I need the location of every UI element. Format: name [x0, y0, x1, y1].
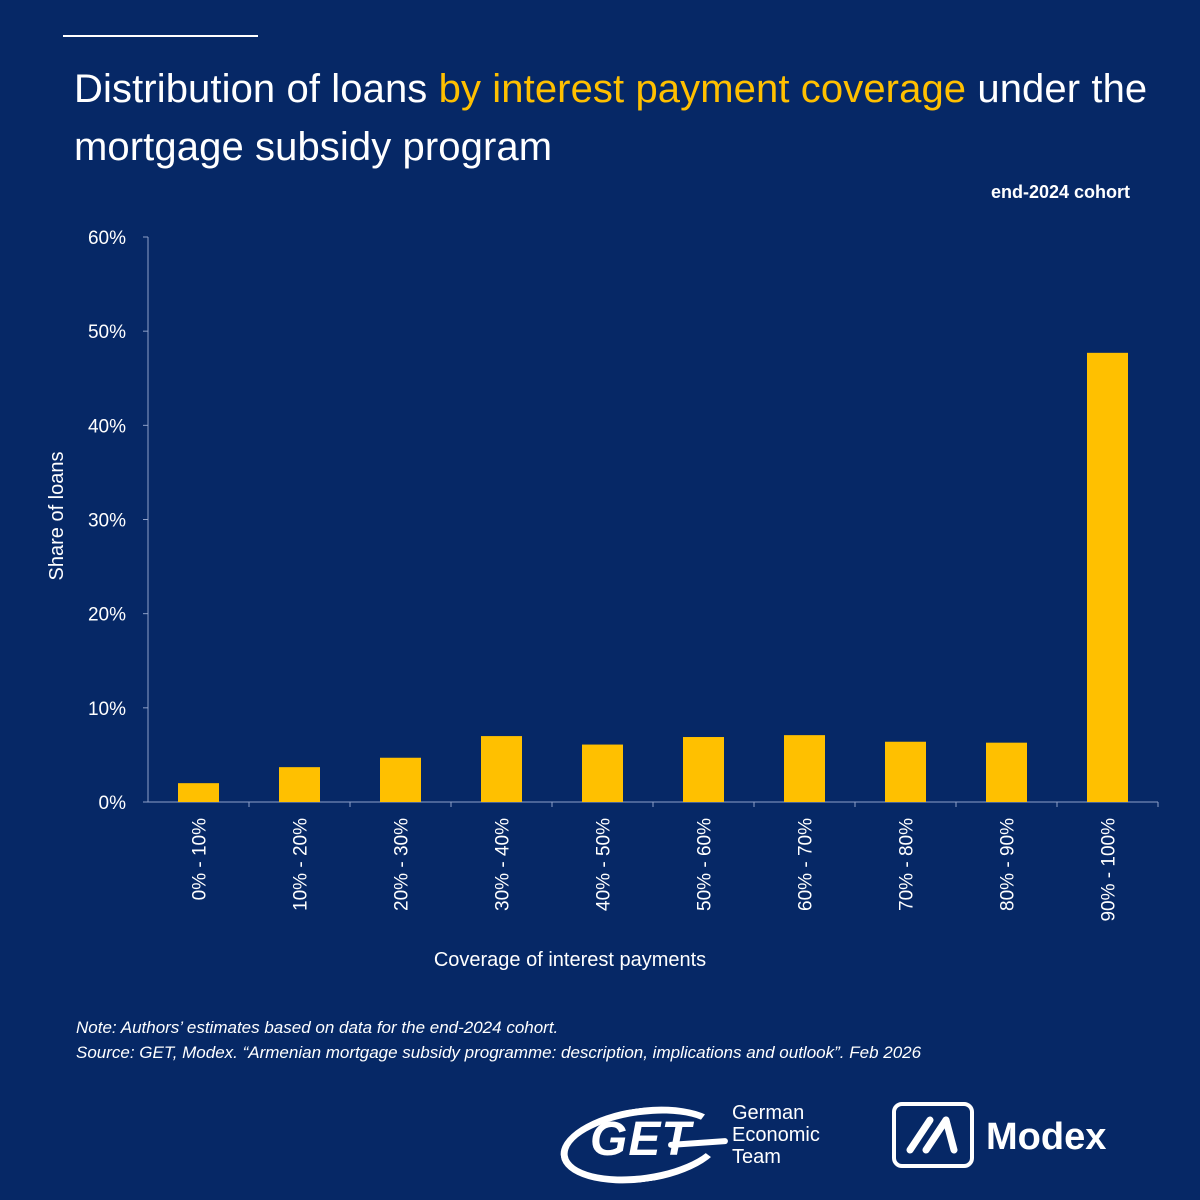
chart-title: Distribution of loans by interest paymen…: [74, 60, 1194, 176]
x-tick-label: 0% - 10%: [190, 818, 211, 900]
get-logo-name: German Economic Team: [732, 1102, 820, 1168]
get-logo-wordmark: GET: [590, 1113, 692, 1166]
bar: [380, 757, 421, 802]
title-highlight: by interest payment coverage: [438, 67, 967, 111]
x-tick-label: 90% - 100%: [1099, 818, 1120, 922]
bar: [582, 744, 623, 802]
source-text: Source: GET, Modex. “Armenian mortgage s…: [76, 1043, 922, 1062]
x-tick-label: 10% - 20%: [291, 818, 312, 911]
y-tick-label: 40%: [88, 416, 126, 437]
y-tick-label: 0%: [99, 793, 127, 814]
title-part-1: Distribution of loans: [74, 67, 439, 111]
x-tick-label: 30% - 40%: [493, 818, 514, 911]
y-tick-label: 10%: [88, 699, 126, 720]
modex-logo-icon: [892, 1102, 974, 1168]
get-logo: GET German Economic Team: [555, 1096, 846, 1194]
bar: [1087, 352, 1128, 802]
x-tick-label: 70% - 80%: [897, 818, 918, 911]
footnote: Note: Authors’ estimates based on data f…: [76, 1015, 921, 1065]
bar: [986, 742, 1027, 802]
x-tick-label: 40% - 50%: [594, 818, 615, 911]
x-axis-title: Coverage of interest payments: [434, 949, 706, 971]
x-tick-label: 60% - 70%: [796, 818, 817, 911]
modex-logo-wordmark: Modex: [986, 1116, 1107, 1158]
bar: [784, 735, 825, 802]
title-part-2: under the mortgage subsidy program: [74, 67, 1148, 169]
y-tick-label: 60%: [88, 228, 126, 249]
bar: [481, 736, 522, 802]
get-name-line-1: German: [732, 1102, 805, 1124]
y-tick-label: 30%: [88, 511, 126, 532]
modex-logo: Modex: [892, 1102, 1132, 1176]
top-rule: [63, 35, 258, 37]
y-axis-title: Share of loans: [46, 452, 68, 581]
modex-mark-icon: [906, 1116, 958, 1154]
bar: [279, 767, 320, 802]
chart-subtitle: end-2024 cohort: [990, 182, 1130, 202]
x-tick-label: 20% - 30%: [392, 818, 413, 911]
y-tick-label: 50%: [88, 322, 126, 343]
x-tick-label: 50% - 60%: [695, 818, 716, 911]
bar: [885, 741, 926, 802]
y-tick-label: 20%: [88, 605, 126, 626]
bar: [683, 737, 724, 802]
get-name-line-3: Team: [732, 1146, 781, 1168]
x-tick-label: 80% - 90%: [998, 818, 1019, 911]
get-name-line-2: Economic: [732, 1124, 820, 1146]
note-text: Note: Authors’ estimates based on data f…: [76, 1018, 559, 1037]
bar-chart: 0% 10% 20% 30% 40% 50% 60% 0% - 10% 10% - 20% 20%…: [46, 228, 1159, 971]
bar: [178, 783, 219, 802]
